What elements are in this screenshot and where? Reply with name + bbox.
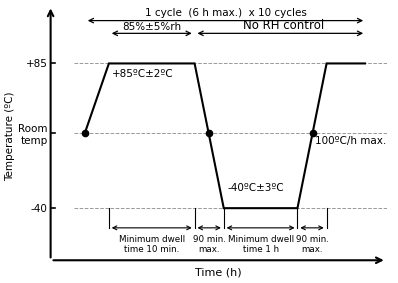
Text: +85ºC±2ºC: +85ºC±2ºC: [111, 69, 173, 79]
Text: -40ºC±3ºC: -40ºC±3ºC: [227, 183, 284, 193]
Text: 85%±5%rh: 85%±5%rh: [122, 22, 181, 32]
Text: Minimum dwell
time 10 min.: Minimum dwell time 10 min.: [119, 235, 185, 254]
Y-axis label: Temperature (ºC): Temperature (ºC): [6, 91, 16, 181]
Text: No RH control: No RH control: [243, 19, 324, 32]
Text: Minimum dwell
time 1 h: Minimum dwell time 1 h: [228, 235, 294, 254]
Text: 100ºC/h max.: 100ºC/h max.: [315, 136, 386, 146]
Text: 1 cycle  (6 h max.)  x 10 cycles: 1 cycle (6 h max.) x 10 cycles: [144, 8, 306, 18]
Text: 90 min.
max.: 90 min. max.: [193, 235, 226, 254]
Text: 90 min.
max.: 90 min. max.: [296, 235, 328, 254]
X-axis label: Time (h): Time (h): [195, 267, 242, 277]
